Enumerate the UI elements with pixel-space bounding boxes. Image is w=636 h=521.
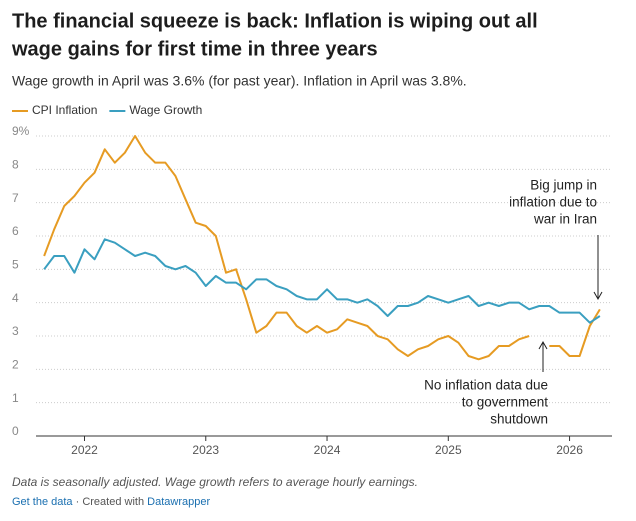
y-tick-label: 3 [12,324,19,338]
chart-title: The financial squeeze is back: Inflation… [12,10,538,32]
subtitle: Wage growth in April was 3.6% (for past … [12,73,467,89]
y-tick-label: 2 [12,358,19,372]
y-tick-label: 0 [12,424,19,438]
y-tick-label: 1 [12,391,19,405]
x-tick-label: 2025 [435,443,462,457]
annotation: war in Iran [533,212,597,227]
footer: Get the data · Created with Datawrapper [12,496,210,508]
y-tick-label: 4 [12,291,19,305]
legend: CPI Inflation Wage Growth [12,103,202,117]
x-tick-label: 2022 [71,443,98,457]
y-tick-label: 7 [12,191,19,205]
line-series [43,238,601,324]
footer-text: · Created with [73,496,148,508]
notes: Data is seasonally adjusted. Wage growth… [12,475,418,489]
annotation: No inflation data due [424,378,548,393]
chart-title: wage gains for first time in three years [11,38,378,60]
grid: 0 1 2 3 4 5 6 7 8 9% 2022 2023 2024 2025 2026 [12,124,612,457]
x-tick-label: 2026 [556,443,583,457]
annotation: shutdown [490,412,548,427]
credit-link[interactable]: Datawrapper [147,496,210,508]
plot [43,135,601,361]
y-tick-label: 5 [12,258,19,272]
legend-label: Wage Growth [129,103,202,117]
annotation: Big jump in [530,178,597,193]
annotation-arrowhead [593,291,603,301]
annotation: inflation due to [509,195,597,210]
annotation-arrowhead [538,340,548,350]
get-data-link[interactable]: Get the data [12,496,73,508]
y-tick-label: 8 [12,158,19,172]
y-tick-label: 9% [12,124,30,138]
legend-label: CPI Inflation [32,103,97,117]
x-tick-label: 2023 [192,443,219,457]
y-tick-label: 6 [12,224,19,238]
annotation: to government [462,395,549,410]
line-series [43,135,601,361]
x-tick-label: 2024 [314,443,341,457]
